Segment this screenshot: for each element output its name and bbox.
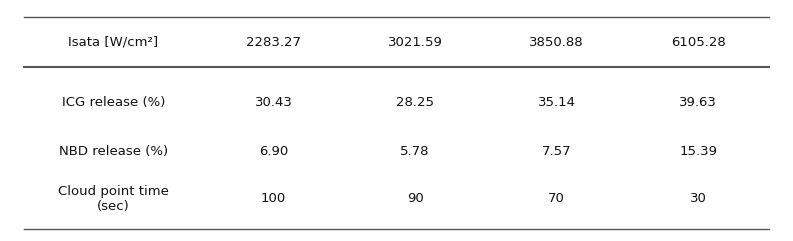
Text: 30.43: 30.43 xyxy=(255,96,293,109)
Text: 70: 70 xyxy=(548,192,565,205)
Text: 100: 100 xyxy=(261,192,286,205)
Text: 3021.59: 3021.59 xyxy=(388,36,442,49)
Text: 30: 30 xyxy=(690,192,707,205)
Text: NBD release (%): NBD release (%) xyxy=(59,145,168,158)
Text: 5.78: 5.78 xyxy=(400,145,430,158)
Text: 15.39: 15.39 xyxy=(680,145,718,158)
Text: ICG release (%): ICG release (%) xyxy=(62,96,165,109)
Text: 3850.88: 3850.88 xyxy=(530,36,584,49)
Text: 2283.27: 2283.27 xyxy=(246,36,301,49)
Text: 6.90: 6.90 xyxy=(259,145,288,158)
Text: 7.57: 7.57 xyxy=(542,145,572,158)
Text: 39.63: 39.63 xyxy=(680,96,718,109)
Text: 6105.28: 6105.28 xyxy=(671,36,726,49)
Text: 35.14: 35.14 xyxy=(538,96,576,109)
Text: Cloud point time
(sec): Cloud point time (sec) xyxy=(58,185,169,213)
Text: Isata [W/cm²]: Isata [W/cm²] xyxy=(68,36,159,49)
Text: 28.25: 28.25 xyxy=(396,96,434,109)
Text: 90: 90 xyxy=(407,192,423,205)
